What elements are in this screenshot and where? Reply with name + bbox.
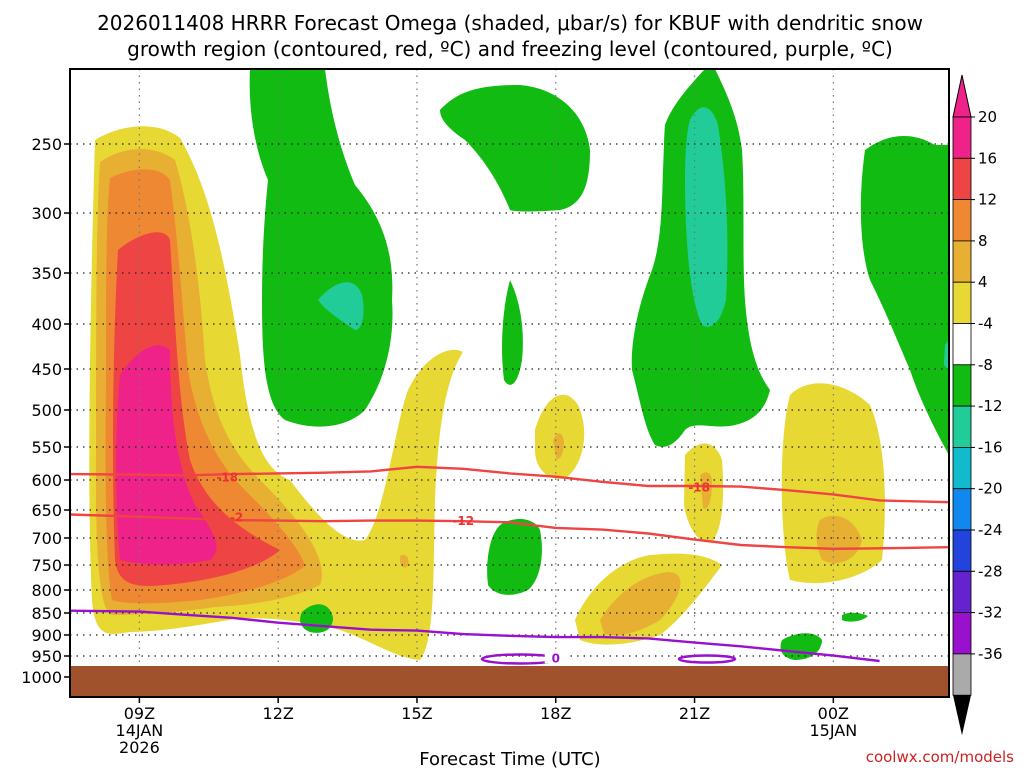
colorbar-swatch [952, 157, 972, 201]
colorbar-label: -4 [978, 315, 993, 333]
y-tick-label: 300 [31, 204, 62, 223]
omega-neg-region [318, 282, 364, 330]
contour-labels: -18 -2 -12 -18 0 [216, 471, 710, 666]
x-tick-label: 09Z [124, 704, 155, 723]
colorbar-label: 20 [978, 108, 997, 126]
colorbar-label: -24 [978, 521, 1003, 539]
y-tick-label: 700 [31, 529, 62, 548]
omega-neg-region [860, 135, 949, 455]
colorbar-swatch [952, 529, 972, 572]
x-tick-year: 2026 [119, 738, 160, 757]
omega-neg-region [842, 612, 868, 622]
contour-label: -2 [230, 511, 243, 525]
y-tick-label: 750 [31, 556, 62, 575]
y-tick-label: 350 [31, 264, 62, 283]
colorbar-label: -36 [978, 645, 1003, 663]
colorbar-label: -32 [978, 604, 1003, 622]
colorbar-label: -20 [978, 480, 1003, 498]
ground-surface [70, 666, 949, 697]
contour-label: -18 [216, 471, 238, 485]
colorbar-label: 16 [978, 149, 997, 167]
x-tick-date: 14JAN [116, 721, 164, 740]
y-tick-label: 600 [31, 471, 62, 490]
colorbar-label: 12 [978, 191, 997, 209]
colorbar-label: -12 [978, 397, 1003, 415]
y-axis-pressure: 250 300 350 400 450 500 550 600 650 700 750 800 850 9… [21, 135, 70, 687]
omega-neg-region [685, 107, 728, 327]
x-tick-label: 00Z [818, 704, 849, 723]
x-tick-label: 18Z [540, 704, 571, 723]
y-tick-label: 900 [31, 626, 62, 645]
y-tick-label: 400 [31, 315, 62, 334]
colorbar-swatch [952, 116, 972, 159]
colorbar-label: 4 [978, 273, 988, 291]
contour-line-0 [70, 465, 949, 504]
colorbar-swatch [952, 364, 972, 407]
omega-neg-region [502, 280, 523, 385]
chart-title-line1: 2026011408 HRRR Forecast Omega (shaded, … [97, 11, 923, 35]
x-axis-label: Forecast Time (UTC) [419, 749, 600, 768]
colorbar-label: -8 [978, 356, 993, 374]
colorbar-label: 8 [978, 232, 988, 250]
y-tick-label: 450 [31, 360, 62, 379]
y-tick-label: 1000 [21, 668, 62, 687]
gridlines [70, 69, 949, 697]
colorbar-swatch [952, 612, 972, 655]
colorbar-swatch [952, 653, 972, 696]
contour-line-1 [70, 513, 949, 550]
colorbar-swatch [952, 199, 972, 242]
omega-blob-8 [816, 515, 862, 564]
colorbar-bottom-arrow [953, 695, 971, 736]
colorbar-swatch [952, 570, 972, 613]
colorbar-label: -28 [978, 562, 1003, 580]
colorbar-swatch [952, 281, 972, 324]
contour-label-bg [544, 650, 567, 664]
colorbar-swatch [952, 323, 972, 366]
y-tick-label: 500 [31, 401, 62, 420]
plot-frame [69, 68, 950, 698]
contour-label: -12 [452, 514, 474, 528]
y-tick-label: 650 [31, 501, 62, 520]
y-tick-label: 550 [31, 438, 62, 457]
colorbar-swatch [952, 240, 972, 283]
omega-blob-8 [400, 554, 409, 568]
colorbar-swatch [952, 446, 972, 490]
x-tick-date: 15JAN [809, 721, 857, 740]
omega-neg-region [440, 85, 590, 212]
omega-neg-region [944, 340, 949, 370]
omega-neg-region [249, 69, 393, 427]
colorbar-swatch [952, 405, 972, 448]
y-tick-label: 250 [31, 135, 62, 154]
contour-label: -18 [688, 481, 710, 495]
colorbar-label: -16 [978, 438, 1003, 456]
credit-text: coolwx.com/models [866, 748, 1014, 766]
omega-blob-8 [700, 472, 712, 509]
contour-label: 0 [552, 651, 560, 665]
x-tick-label: 12Z [263, 704, 294, 723]
temperature-contours [70, 465, 949, 663]
omega-neg-region [487, 518, 542, 595]
y-tick-label: 800 [31, 581, 62, 600]
omega-shading [89, 69, 949, 661]
omega-blob-8 [600, 572, 681, 636]
colorbar: 20 16 12 8 4 -4 -8 -12 -16 -20 -24 -28 -32 -36 [952, 74, 1003, 736]
chart-title-line2: growth region (contoured, red, ºC) and f… [127, 37, 893, 61]
contour-line-2 [70, 609, 880, 663]
omega-core-high [125, 388, 175, 542]
colorbar-swatch [952, 488, 972, 531]
y-tick-label: 850 [31, 604, 62, 623]
x-tick-label: 15Z [401, 704, 432, 723]
y-tick-label: 950 [31, 647, 62, 666]
x-tick-label: 21Z [679, 704, 710, 723]
